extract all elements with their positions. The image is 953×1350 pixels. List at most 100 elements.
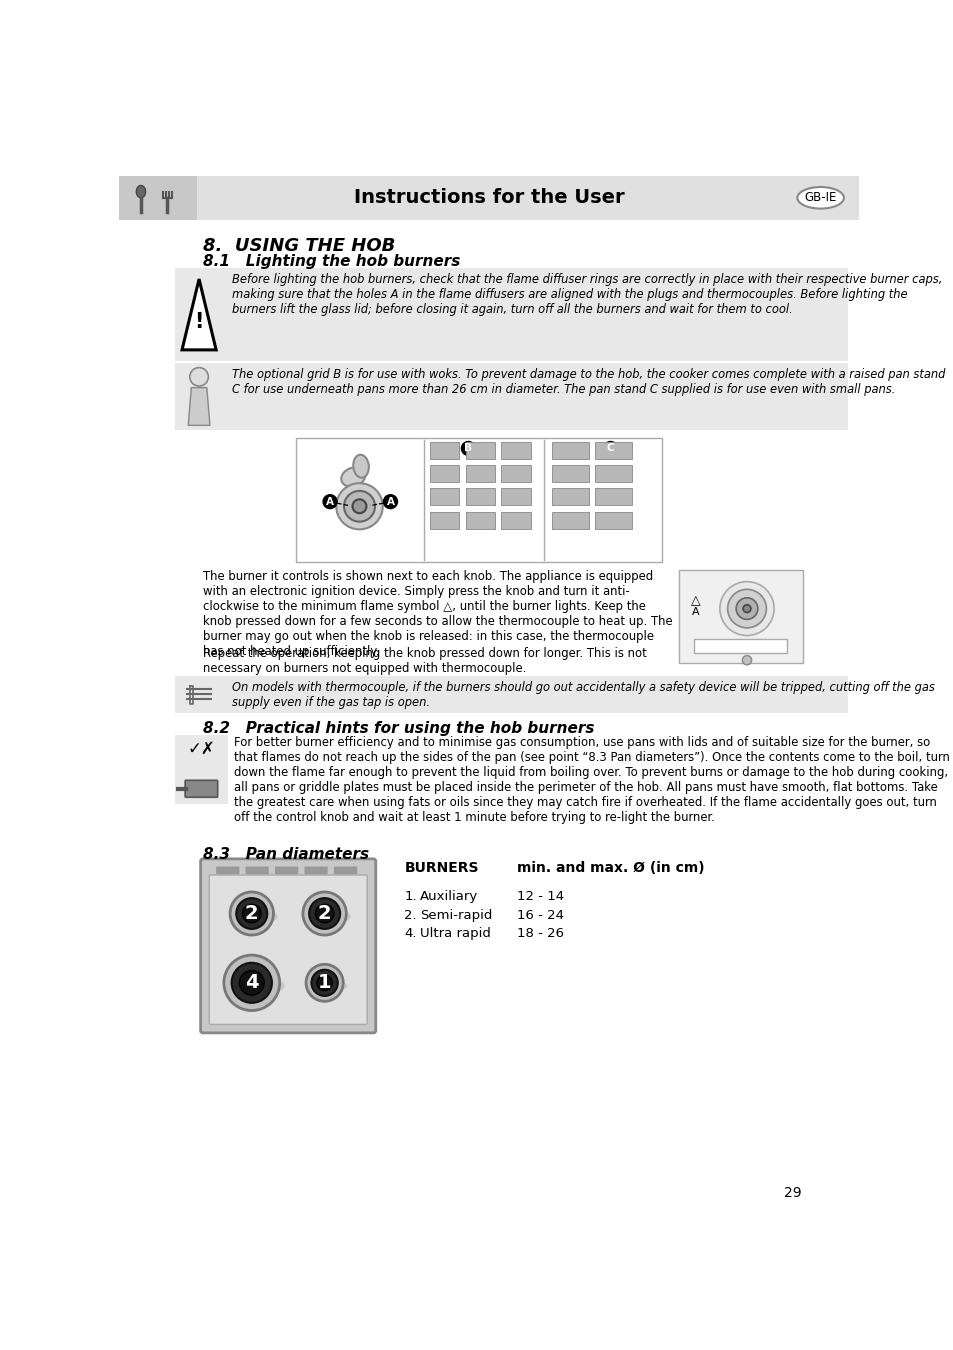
Polygon shape	[182, 279, 216, 350]
FancyBboxPatch shape	[274, 867, 298, 875]
FancyBboxPatch shape	[551, 466, 588, 482]
Text: Before lighting the hob burners, check that the flame diffuser rings are correct: Before lighting the hob burners, check t…	[232, 273, 941, 316]
Circle shape	[239, 971, 264, 995]
Ellipse shape	[797, 188, 843, 209]
Circle shape	[741, 656, 751, 664]
Circle shape	[344, 491, 375, 521]
Text: A: A	[326, 497, 334, 506]
Ellipse shape	[223, 976, 285, 995]
Text: 2: 2	[317, 904, 331, 923]
Circle shape	[230, 892, 274, 936]
FancyBboxPatch shape	[679, 570, 802, 663]
Ellipse shape	[341, 467, 365, 486]
Circle shape	[224, 954, 279, 1011]
Circle shape	[316, 975, 332, 991]
Ellipse shape	[136, 185, 146, 198]
Text: 8.3   Pan diameters: 8.3 Pan diameters	[203, 848, 369, 863]
Circle shape	[242, 904, 261, 923]
Text: GB-IE: GB-IE	[803, 192, 836, 204]
Text: 12 - 14: 12 - 14	[517, 891, 563, 903]
FancyBboxPatch shape	[174, 676, 847, 713]
Circle shape	[736, 598, 757, 620]
Ellipse shape	[353, 455, 369, 478]
Text: 1.: 1.	[404, 891, 416, 903]
FancyBboxPatch shape	[551, 512, 588, 528]
Circle shape	[236, 898, 267, 929]
FancyBboxPatch shape	[500, 466, 530, 482]
FancyBboxPatch shape	[174, 734, 228, 805]
FancyBboxPatch shape	[500, 443, 530, 459]
FancyBboxPatch shape	[595, 512, 632, 528]
Polygon shape	[188, 387, 210, 425]
Circle shape	[311, 969, 337, 996]
Circle shape	[720, 582, 773, 636]
Text: min. and max. Ø (in cm): min. and max. Ø (in cm)	[517, 861, 703, 875]
FancyBboxPatch shape	[119, 176, 196, 220]
FancyBboxPatch shape	[334, 867, 356, 875]
Text: Ultra rapid: Ultra rapid	[419, 927, 490, 941]
FancyBboxPatch shape	[295, 437, 661, 563]
FancyBboxPatch shape	[595, 443, 632, 459]
Text: 4.: 4.	[404, 927, 416, 941]
FancyBboxPatch shape	[430, 512, 459, 528]
Circle shape	[383, 494, 397, 509]
Text: The optional grid B is for use with woks. To prevent damage to the hob, the cook: The optional grid B is for use with woks…	[232, 367, 944, 396]
FancyBboxPatch shape	[200, 859, 375, 1033]
FancyBboxPatch shape	[500, 512, 530, 528]
Text: For better burner efficiency and to minimise gas consumption, use pans with lids: For better burner efficiency and to mini…	[233, 736, 949, 825]
Ellipse shape	[230, 909, 277, 925]
Ellipse shape	[303, 909, 351, 925]
Circle shape	[353, 500, 366, 513]
Circle shape	[727, 590, 765, 628]
Text: The burner it controls is shown next to each knob. The appliance is equipped
wit: The burner it controls is shown next to …	[203, 570, 672, 657]
FancyBboxPatch shape	[595, 466, 632, 482]
FancyBboxPatch shape	[551, 489, 588, 505]
Text: 18 - 26: 18 - 26	[517, 927, 563, 941]
Text: 1: 1	[317, 973, 331, 992]
Text: △: △	[690, 594, 700, 608]
FancyBboxPatch shape	[119, 176, 858, 220]
Circle shape	[742, 605, 750, 613]
Circle shape	[461, 441, 475, 455]
Text: A: A	[386, 497, 395, 506]
FancyBboxPatch shape	[551, 443, 588, 459]
FancyBboxPatch shape	[465, 443, 495, 459]
Text: Repeat the operation, keeping the knob pressed down for longer. This is not
nece: Repeat the operation, keeping the knob p…	[203, 647, 646, 675]
Text: 29: 29	[782, 1187, 801, 1200]
Circle shape	[309, 898, 340, 929]
Circle shape	[315, 904, 334, 923]
Text: 8.  USING THE HOB: 8. USING THE HOB	[203, 238, 395, 255]
FancyBboxPatch shape	[304, 867, 328, 875]
Text: !: !	[194, 312, 204, 332]
Text: 16 - 24: 16 - 24	[517, 909, 563, 922]
Text: 8.1   Lighting the hob burners: 8.1 Lighting the hob burners	[203, 254, 460, 270]
FancyBboxPatch shape	[430, 489, 459, 505]
FancyBboxPatch shape	[500, 489, 530, 505]
Circle shape	[190, 367, 208, 386]
FancyBboxPatch shape	[245, 867, 269, 875]
Text: 2.: 2.	[404, 909, 416, 922]
Text: B: B	[464, 443, 472, 454]
Circle shape	[303, 892, 346, 936]
Circle shape	[306, 964, 343, 1002]
FancyBboxPatch shape	[430, 443, 459, 459]
FancyBboxPatch shape	[430, 466, 459, 482]
Circle shape	[335, 483, 382, 529]
Text: 2: 2	[245, 904, 258, 923]
Circle shape	[323, 494, 336, 509]
FancyBboxPatch shape	[465, 512, 495, 528]
Circle shape	[232, 963, 272, 1003]
Text: On models with thermocouple, if the burners should go out accidentally a safety : On models with thermocouple, if the burn…	[232, 680, 934, 709]
Text: Instructions for the User: Instructions for the User	[354, 188, 623, 208]
FancyBboxPatch shape	[465, 489, 495, 505]
Text: ✓✗: ✓✗	[188, 740, 215, 757]
Text: BURNERS: BURNERS	[404, 861, 478, 875]
Text: A: A	[691, 606, 699, 617]
Text: Auxiliary: Auxiliary	[419, 891, 477, 903]
Text: 8.2   Practical hints for using the hob burners: 8.2 Practical hints for using the hob bu…	[203, 721, 594, 736]
FancyBboxPatch shape	[185, 780, 217, 798]
Text: Semi-rapid: Semi-rapid	[419, 909, 492, 922]
FancyBboxPatch shape	[209, 875, 367, 1025]
FancyBboxPatch shape	[595, 489, 632, 505]
FancyBboxPatch shape	[174, 363, 847, 429]
